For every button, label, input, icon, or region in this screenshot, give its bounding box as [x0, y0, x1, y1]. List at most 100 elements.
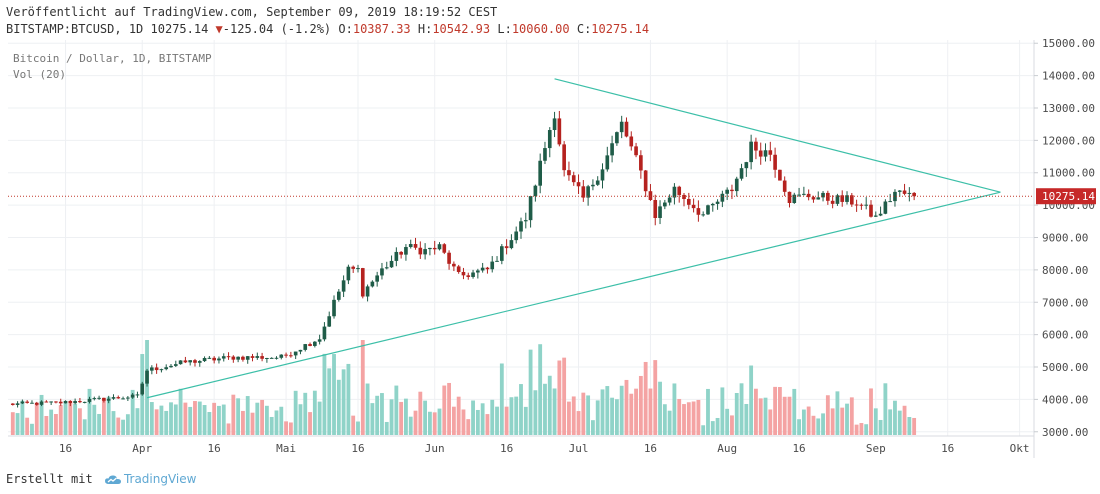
- volume-bar: [600, 389, 605, 435]
- volume-bar: [643, 361, 648, 435]
- volume-bar: [25, 417, 30, 435]
- candle-body: [260, 356, 264, 359]
- change-label: -125.04 (-1.2%): [222, 22, 332, 36]
- volume-bar: [164, 410, 169, 435]
- volume-bar: [840, 407, 845, 435]
- candle-body: [754, 141, 758, 151]
- candle-body: [404, 247, 408, 255]
- candle-body: [279, 354, 284, 358]
- volume-bar: [264, 405, 269, 435]
- volume-bar: [706, 388, 710, 435]
- x-tick-label: Jun: [425, 442, 445, 455]
- volume-bar: [87, 388, 92, 435]
- volume-bar: [629, 393, 634, 435]
- volume-bar: [658, 381, 662, 435]
- tradingview-brand[interactable]: TradingView: [123, 472, 197, 486]
- volume-bar: [332, 354, 336, 435]
- candle-body: [111, 397, 116, 399]
- candle-body: [682, 194, 686, 200]
- x-tick-label: 16: [351, 442, 364, 455]
- candle-body: [826, 192, 830, 201]
- volume-bar: [888, 409, 893, 435]
- candle-body: [471, 272, 475, 277]
- x-tick-label: 16: [500, 442, 513, 455]
- volume-bar: [154, 409, 159, 435]
- volume-bar: [701, 425, 706, 435]
- volume-bar: [495, 406, 499, 435]
- volume-bar: [614, 399, 619, 435]
- symbol-label: BITSTAMP:BTCUSD, 1D: [6, 22, 144, 36]
- candle-body: [686, 199, 691, 205]
- candle-body: [634, 146, 638, 156]
- candle-body: [787, 191, 792, 203]
- volume-bar: [859, 423, 864, 435]
- candle-body: [30, 402, 34, 404]
- volume-bar: [312, 390, 317, 435]
- volume-bar: [212, 402, 217, 435]
- candle-body: [897, 190, 902, 192]
- volume-bar: [571, 396, 576, 435]
- candle-body: [902, 190, 907, 194]
- volume-bar: [284, 421, 288, 435]
- candle-body: [763, 150, 768, 157]
- candle-body: [591, 184, 595, 187]
- candle-body: [619, 121, 624, 133]
- close-label: C:: [576, 22, 592, 36]
- x-tick-label: 16: [644, 442, 657, 455]
- candle-body: [78, 401, 82, 403]
- volume-bar: [432, 412, 437, 435]
- high-label: H:: [417, 22, 433, 36]
- volume-bar: [543, 383, 547, 435]
- volume-bar: [351, 415, 356, 435]
- volume-bar: [92, 404, 97, 435]
- candle-body: [691, 204, 696, 209]
- volume-legend-label: Vol (20): [13, 68, 66, 81]
- candle-body: [639, 155, 643, 171]
- volume-bar: [77, 408, 82, 435]
- last-price-tag-label: 10275.14: [1042, 190, 1095, 203]
- candle-body: [519, 221, 523, 232]
- candle-body: [87, 398, 92, 402]
- candle-body: [217, 358, 221, 361]
- candle-body: [92, 398, 97, 400]
- candle-body: [504, 246, 509, 249]
- volume-bar: [145, 340, 149, 435]
- volume-bar: [825, 395, 830, 435]
- series-legend-label: Bitcoin / Dollar, 1D, BITSTAMP: [13, 52, 212, 65]
- volume-bar: [662, 404, 667, 435]
- volume-bar: [97, 413, 102, 435]
- tradingview-logo-icon: [104, 474, 121, 484]
- volume-bar: [101, 399, 106, 435]
- candle-body: [173, 364, 178, 366]
- candle-body: [44, 401, 49, 403]
- volume-bar: [777, 387, 782, 435]
- volume-series: [10, 340, 917, 435]
- candle-body: [543, 148, 547, 161]
- volume-bar: [758, 398, 763, 435]
- volume-bar: [197, 401, 202, 435]
- candle-body: [811, 197, 816, 200]
- candle-body: [581, 186, 586, 198]
- candle-body: [749, 141, 753, 163]
- made-with-label: Erstellt mit: [6, 472, 93, 486]
- candle-body: [720, 193, 725, 202]
- volume-bar: [873, 408, 878, 435]
- candle-body: [523, 220, 528, 222]
- candle-body: [293, 351, 298, 356]
- volume-bar: [475, 409, 480, 435]
- candle-body: [864, 204, 869, 206]
- volume-bar: [710, 421, 715, 435]
- last-price-tag: [1036, 188, 1096, 205]
- candle-body: [360, 268, 365, 297]
- candle-body: [241, 356, 245, 360]
- candle-body: [490, 261, 495, 270]
- candle-body: [778, 169, 782, 181]
- volume-bar: [322, 353, 327, 435]
- candle-body: [806, 193, 811, 198]
- candle-body: [509, 240, 514, 249]
- volume-bar: [226, 423, 231, 435]
- candle-body: [485, 267, 490, 270]
- volume-bar: [893, 400, 897, 435]
- candle-body: [284, 354, 288, 356]
